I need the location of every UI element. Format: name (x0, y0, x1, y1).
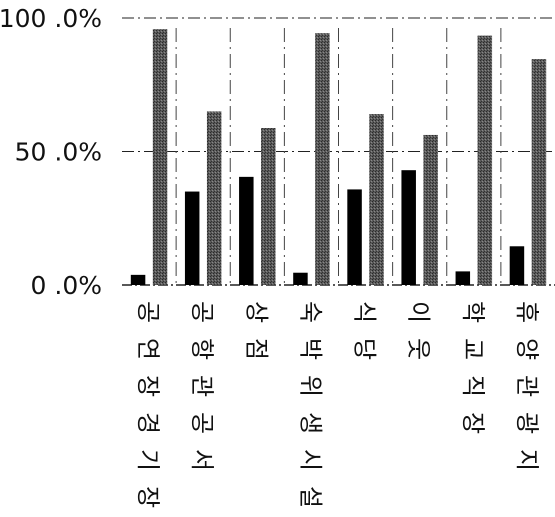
category-label-char: 박 (296, 338, 324, 360)
category-label-char: 경 (134, 412, 162, 434)
bar-series-2 (206, 111, 222, 285)
y-tick-label: 0 .0% (31, 271, 102, 300)
bar-series-1 (401, 170, 416, 285)
category-label-char: 공 (188, 301, 216, 323)
category-label-char: 생 (296, 412, 324, 434)
category-label-char: 직 (459, 375, 487, 397)
bar-series-1 (239, 176, 254, 285)
bars (130, 29, 547, 286)
bar-series-2 (315, 33, 330, 286)
category-label-char: 공 (134, 301, 162, 323)
category-label-char: 상 (242, 301, 270, 323)
category-label: 상점 (242, 301, 270, 360)
category-label-char: 위 (296, 375, 324, 397)
category-label-char: 웃 (405, 338, 433, 360)
y-tick-label: 50 .0% (15, 138, 102, 167)
category-label-char: 연 (134, 338, 162, 360)
bar-series-1 (509, 246, 525, 285)
category-label-char: 교 (459, 338, 487, 360)
bar-series-2 (477, 35, 493, 285)
category-separators (175, 28, 502, 285)
bar-series-2 (261, 128, 276, 285)
bar-series-2 (152, 29, 168, 285)
category-label-char: 장 (459, 412, 487, 434)
y-axis-ticks: 0 .0% 50 .0% 100 .0% (0, 4, 102, 300)
category-label-char: 공 (188, 412, 216, 434)
bar-series-1 (293, 272, 308, 285)
category-label-char: 서 (188, 449, 216, 471)
category-label-char: 항 (188, 338, 216, 360)
y-tick-label: 100 .0% (0, 4, 102, 33)
category-label-char: 설 (296, 486, 324, 508)
category-label: 식당 (351, 301, 379, 360)
category-label: 이웃 (405, 301, 433, 360)
category-label-char: 점 (242, 338, 270, 360)
bar-series-1 (130, 274, 146, 285)
category-label-char: 지 (513, 449, 541, 471)
category-label-char: 이 (405, 301, 433, 323)
category-label-char: 식 (351, 301, 379, 323)
bar-series-1 (347, 189, 362, 285)
bar-series-2 (531, 59, 547, 286)
category-label-char: 기 (134, 449, 162, 471)
category-label-char: 휴 (513, 301, 541, 323)
category-label-char: 장 (134, 486, 162, 508)
category-label-char: 장 (134, 375, 162, 397)
category-label-char: 당 (351, 338, 379, 360)
category-label-char: 광 (513, 412, 541, 434)
bar-series-1 (455, 271, 471, 285)
category-label-char: 숙 (296, 301, 324, 323)
category-label-char: 학 (459, 301, 487, 323)
bar-series-2 (423, 134, 438, 285)
category-label-char: 시 (296, 449, 324, 471)
category-label-char: 양 (513, 338, 541, 360)
category-label-char: 관 (188, 375, 216, 397)
category-label-char: 관 (513, 375, 541, 397)
bar-series-1 (184, 191, 200, 285)
bar-series-2 (369, 114, 384, 286)
